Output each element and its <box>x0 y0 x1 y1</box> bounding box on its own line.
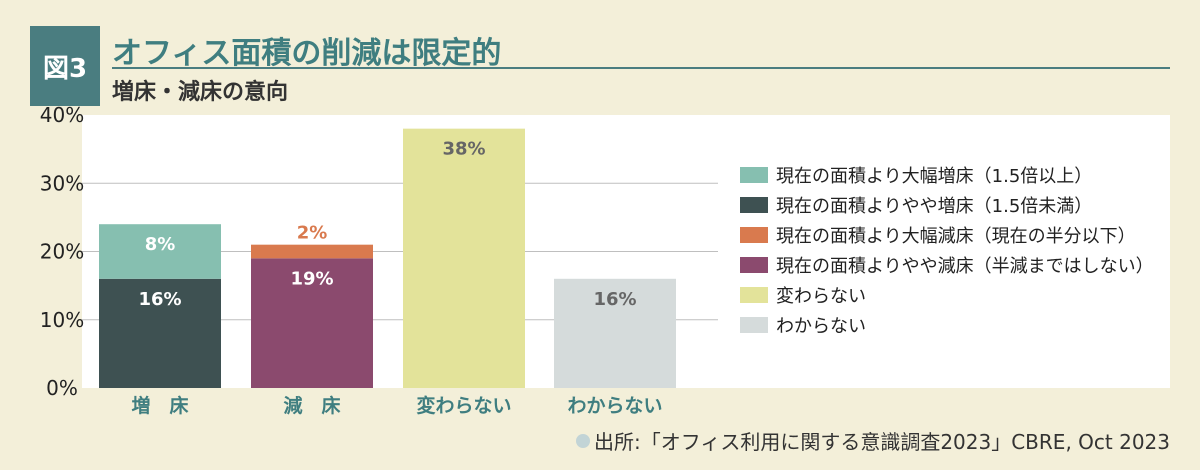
bar-segment <box>403 128 525 388</box>
data-label: 16% <box>138 289 181 310</box>
data-label: 16% <box>593 289 636 310</box>
legend-swatch <box>740 317 768 333</box>
legend-label: 現在の面積よりやや増床（1.5倍未満） <box>776 196 1092 217</box>
data-label: 8% <box>145 234 176 255</box>
x-category-label: 変わらない <box>416 394 511 417</box>
legend-label: 現在の面積より大幅減床（現在の半分以下） <box>776 226 1136 247</box>
legend-swatch <box>740 197 768 213</box>
y-tick-label: 0% <box>46 376 78 400</box>
data-label: 38% <box>442 139 485 160</box>
bullet-icon <box>575 433 590 448</box>
bar-segment <box>251 244 373 259</box>
data-label: 19% <box>290 268 333 289</box>
source-text: 出所:「オフィス利用に関する意識調査2023」CBRE, Oct 2023 <box>593 430 1170 454</box>
y-tick-label: 30% <box>40 171 84 195</box>
figure-badge: 図3 <box>30 26 100 106</box>
legend-swatch <box>740 287 768 303</box>
x-category-label: 減 床 <box>283 394 340 417</box>
legend-swatch <box>740 227 768 243</box>
y-tick-label: 40% <box>40 103 84 127</box>
data-label: 2% <box>297 223 328 244</box>
legend-label: 現在の面積よりやや減床（半減まではしない） <box>776 256 1154 277</box>
bar-segment <box>251 258 373 388</box>
legend-swatch <box>740 257 768 273</box>
legend-label: わからない <box>776 316 866 337</box>
legend-swatch <box>740 167 768 183</box>
bar-segment <box>554 278 676 388</box>
y-tick-label: 20% <box>40 240 84 264</box>
chart-subtitle: 増床・減床の意向 <box>112 80 289 105</box>
bar-segment <box>99 224 221 279</box>
x-category-label: 増 床 <box>131 394 188 417</box>
y-tick-label: 10% <box>40 308 84 332</box>
legend-label: 変わらない <box>776 286 866 307</box>
bar-segment <box>99 278 221 388</box>
chart-title: オフィス面積の削減は限定的 <box>112 36 502 71</box>
source-note: 出所:「オフィス利用に関する意識調査2023」CBRE, Oct 2023 <box>575 426 1170 455</box>
legend-label: 現在の面積より大幅増床（1.5倍以上） <box>776 166 1092 187</box>
x-category-label: わからない <box>567 395 662 417</box>
title-rule <box>112 67 1170 69</box>
